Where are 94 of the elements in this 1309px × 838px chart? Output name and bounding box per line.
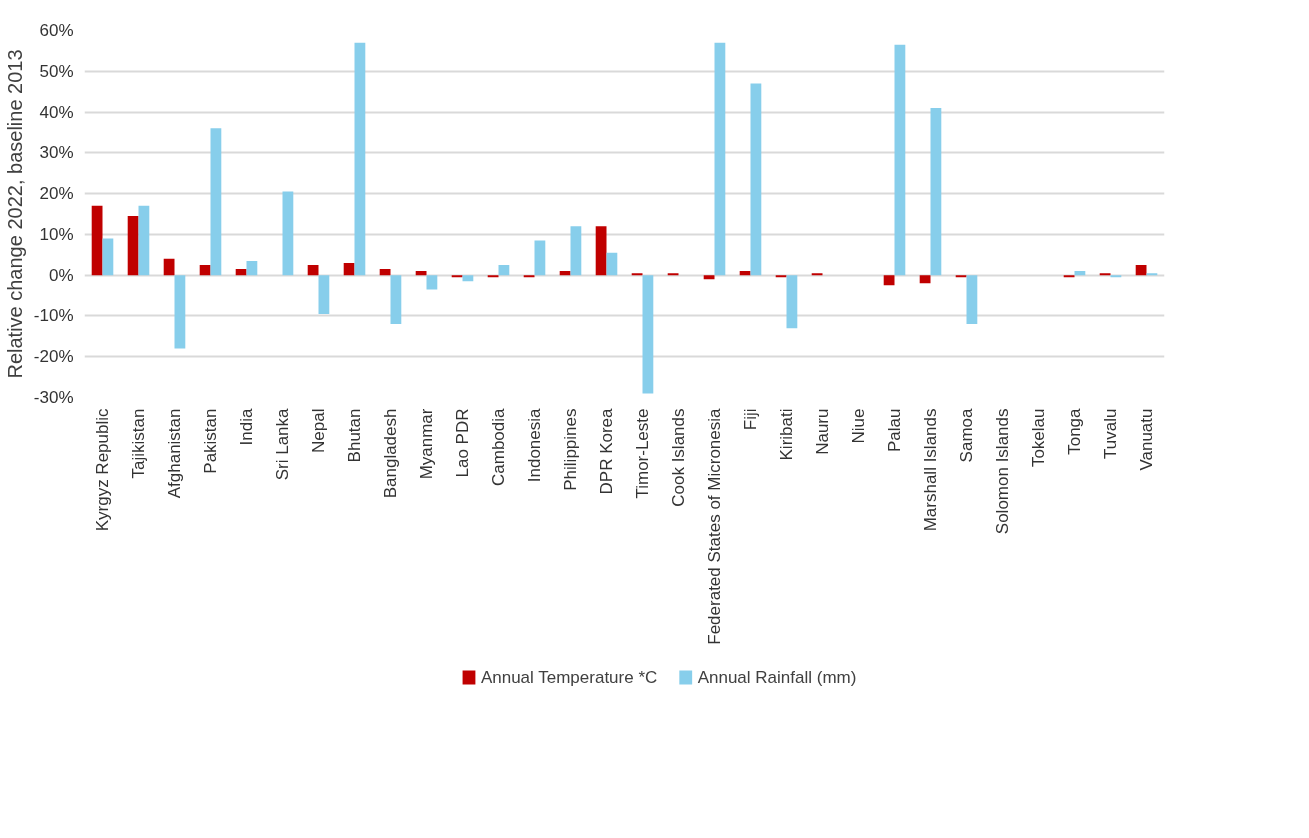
- x-tick-label: Fiji: [741, 408, 760, 431]
- x-tick-label: Kyrgyz Republic: [93, 408, 112, 532]
- bar: [282, 191, 294, 276]
- x-tick-label: Cambodia: [489, 407, 508, 486]
- bar: [523, 275, 535, 278]
- x-tick-label: Timor-Leste: [633, 408, 652, 499]
- x-tick-label: Afghanistan: [165, 408, 184, 499]
- bar: [714, 42, 726, 276]
- bar: [811, 273, 823, 276]
- bar: [775, 275, 787, 278]
- y-tick-label: 30%: [39, 143, 74, 163]
- bar: [930, 107, 942, 276]
- x-tick-label: Bhutan: [345, 408, 364, 463]
- bar: [102, 238, 114, 276]
- bar: [1074, 271, 1086, 276]
- bar: [606, 252, 618, 276]
- bar: [354, 42, 366, 276]
- x-tick-label: Tonga: [1065, 407, 1084, 455]
- bar: [1146, 273, 1158, 276]
- x-tick-label: Tokelau: [1029, 408, 1048, 468]
- x-tick-label: DPR Korea: [597, 407, 616, 495]
- x-tick-label: Pakistan: [201, 408, 220, 474]
- bar: [343, 262, 355, 276]
- bar: [91, 205, 103, 276]
- bar: [534, 240, 546, 276]
- bar: [966, 275, 978, 325]
- bar: [667, 273, 679, 276]
- x-tick-label: Tuvalu: [1101, 408, 1120, 459]
- bar: [379, 269, 391, 276]
- bar: [318, 275, 330, 314]
- bar: [642, 275, 654, 394]
- y-tick-label: 40%: [39, 102, 74, 122]
- bar: [426, 275, 438, 290]
- y-tick-label: 0%: [48, 265, 74, 285]
- bar: [595, 226, 607, 276]
- bar: [498, 264, 510, 276]
- y-tick-label: 60%: [39, 21, 74, 40]
- x-tick-label: Palau: [885, 408, 904, 452]
- bar: [1063, 275, 1075, 278]
- x-tick-label: India: [237, 407, 256, 446]
- x-tick-label: Lao PDR: [453, 408, 472, 478]
- x-tick-label: Myanmar: [417, 408, 436, 480]
- bar: [955, 275, 967, 278]
- y-tick-label: -10%: [33, 306, 74, 326]
- bar: [703, 275, 715, 280]
- bar: [1110, 275, 1122, 278]
- bar: [462, 275, 474, 282]
- y-tick-label: -30%: [33, 388, 74, 407]
- bar: [127, 216, 139, 276]
- bar: [138, 205, 150, 276]
- bar: [786, 275, 798, 329]
- y-tick-label: 50%: [39, 61, 74, 81]
- bar: [559, 271, 571, 276]
- bar: [163, 258, 175, 276]
- bar: [1099, 273, 1111, 276]
- x-tick-label: Samoa: [957, 407, 976, 463]
- legend-label: Annual Rainfall (mm): [697, 668, 857, 687]
- bar: [750, 83, 762, 276]
- x-tick-label: Marshall Islands: [921, 408, 940, 532]
- x-tick-label: Kiribati: [777, 408, 796, 461]
- bar: [487, 275, 499, 278]
- bar: [199, 264, 211, 276]
- x-tick-label: Solomon Islands: [993, 408, 1012, 535]
- x-tick-label: Tajikistan: [129, 408, 148, 479]
- bar: [307, 264, 319, 276]
- x-tick-label: Cook Islands: [669, 408, 688, 507]
- x-tick-label: Vanuatu: [1137, 408, 1156, 471]
- x-tick-label: Nauru: [813, 408, 832, 455]
- bar: [174, 275, 186, 349]
- bar: [451, 275, 463, 278]
- y-tick-label: 20%: [39, 184, 74, 204]
- bar: [390, 275, 402, 325]
- x-tick-label: Philippines: [561, 408, 580, 491]
- bar: [235, 269, 247, 276]
- bar: [210, 128, 222, 276]
- x-tick-label: Federated States of Micronesia: [705, 407, 724, 645]
- y-tick-label: 10%: [39, 224, 74, 244]
- bar: [415, 271, 427, 276]
- bar: [894, 44, 906, 276]
- bar: [919, 275, 931, 284]
- bar: [246, 260, 258, 276]
- x-tick-label: Sri Lanka: [273, 407, 292, 481]
- bar: [570, 226, 582, 276]
- y-axis-title: Relative change 2022, baseline 2013: [3, 49, 26, 379]
- bar: [1135, 264, 1147, 276]
- bar: [631, 273, 643, 276]
- x-tick-label: Indonesia: [525, 407, 544, 483]
- x-tick-label: Niue: [849, 408, 868, 444]
- x-tick-label: Bangladesh: [381, 408, 400, 499]
- bar: [883, 275, 895, 286]
- bar: [739, 271, 751, 276]
- y-tick-label: -20%: [33, 347, 74, 367]
- x-tick-label: Nepal: [309, 408, 328, 453]
- legend-label: Annual Temperature *C: [480, 668, 658, 687]
